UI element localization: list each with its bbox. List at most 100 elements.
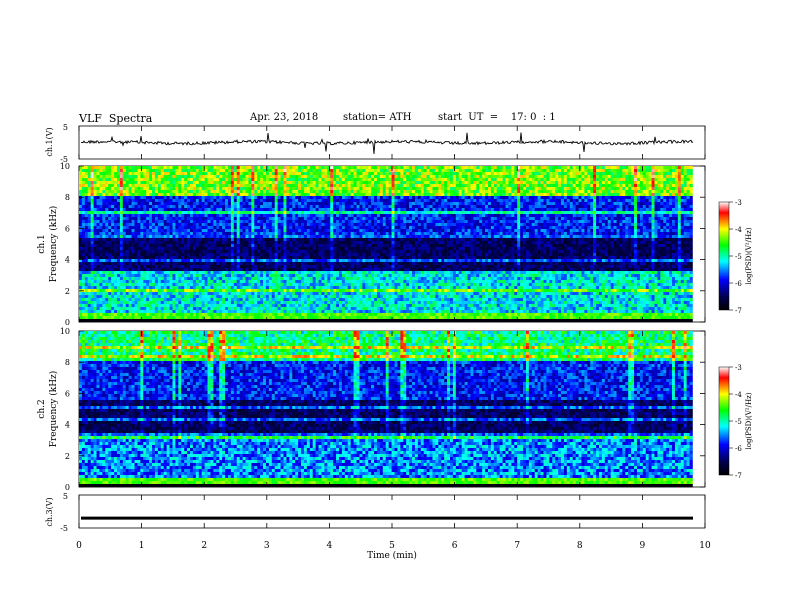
spectrogram-cell bbox=[129, 268, 132, 271]
spectrogram-cell bbox=[164, 226, 167, 229]
spectrogram-cell bbox=[187, 283, 190, 286]
spectrogram-cell bbox=[175, 298, 178, 301]
spectrogram-cell bbox=[240, 289, 243, 292]
spectrogram-cell bbox=[260, 205, 263, 208]
spectrogram-cell bbox=[99, 250, 102, 253]
spectrogram-cell bbox=[263, 319, 266, 322]
spectrogram-cell bbox=[178, 241, 181, 244]
spectrogram-cell bbox=[210, 274, 213, 277]
spectrogram-cell bbox=[108, 232, 111, 235]
spectrogram-cell bbox=[295, 316, 298, 319]
spectrogram-cell bbox=[321, 184, 324, 187]
spectrogram-cell bbox=[135, 214, 138, 217]
spectrogram-cell bbox=[298, 199, 301, 202]
spectrogram-cell bbox=[257, 277, 260, 280]
spectrogram-cell bbox=[289, 310, 292, 313]
spectrogram-cell bbox=[123, 220, 126, 223]
spectrogram-cell bbox=[283, 199, 286, 202]
spectrogram-cell bbox=[213, 298, 216, 301]
spectrogram-cell bbox=[219, 187, 222, 190]
spectrogram-cell bbox=[248, 232, 251, 235]
spectrogram-cell bbox=[304, 316, 307, 319]
spectrogram-cell bbox=[149, 235, 152, 238]
spectrogram-cell bbox=[272, 307, 275, 310]
spectrogram-cell bbox=[327, 178, 330, 181]
spectrogram-cell bbox=[161, 226, 164, 229]
spectrogram-cell bbox=[260, 235, 263, 238]
spectrogram-cell bbox=[257, 286, 260, 289]
spectrogram-cell bbox=[292, 283, 295, 286]
spectrogram-cell bbox=[269, 256, 272, 259]
spectrogram-cell bbox=[283, 316, 286, 319]
spectrogram-cell bbox=[319, 229, 322, 232]
spectrogram-cell bbox=[126, 205, 129, 208]
spectrogram-cell bbox=[146, 313, 149, 316]
spectrogram-cell bbox=[216, 265, 219, 268]
spectrogram-cell bbox=[143, 286, 146, 289]
spectrogram-cell bbox=[216, 193, 219, 196]
spectrogram-cell bbox=[286, 313, 289, 316]
spectrogram-cell bbox=[327, 172, 330, 175]
ch1-ylabel: ch.1(V) bbox=[45, 127, 54, 156]
spectrogram-cell bbox=[246, 289, 249, 292]
spectrogram-cell bbox=[269, 199, 272, 202]
spectrogram-cell bbox=[316, 310, 319, 313]
spectrogram-cell bbox=[152, 238, 155, 241]
spectrogram-cell bbox=[161, 223, 164, 226]
spectrogram-cell bbox=[91, 253, 94, 256]
spectrogram-cell bbox=[126, 229, 129, 232]
spectrogram-cell bbox=[257, 229, 260, 232]
spectrogram-cell bbox=[146, 169, 149, 172]
spectrogram-cell bbox=[137, 262, 140, 265]
spectrogram-cell bbox=[137, 304, 140, 307]
spectrogram-cell bbox=[184, 181, 187, 184]
spectrogram-cell bbox=[251, 172, 254, 175]
spectrogram-cell bbox=[187, 259, 190, 262]
spectrogram-cell bbox=[219, 175, 222, 178]
spectrogram-cell bbox=[205, 223, 208, 226]
spectrogram-cell bbox=[149, 286, 152, 289]
spectrogram-cell bbox=[199, 286, 202, 289]
spectrogram-cell bbox=[345, 205, 348, 208]
spectrogram-cell bbox=[228, 298, 231, 301]
spectrogram-cell bbox=[123, 292, 126, 295]
spectrogram-cell bbox=[202, 181, 205, 184]
spectrogram-cell bbox=[260, 292, 263, 295]
spectrogram-cell bbox=[88, 265, 91, 268]
spectrogram-cell bbox=[102, 271, 105, 274]
spectrogram-cell bbox=[301, 214, 304, 217]
spectrogram-cell bbox=[269, 247, 272, 250]
spectrogram-cell bbox=[167, 316, 170, 319]
spectrogram-cell bbox=[208, 247, 211, 250]
spectrogram-cell bbox=[231, 220, 234, 223]
spectrogram-cell bbox=[275, 253, 278, 256]
spectrogram-cell bbox=[196, 262, 199, 265]
spectrogram-cell bbox=[117, 208, 120, 211]
spectrogram-cell bbox=[94, 214, 97, 217]
spectrogram-cell bbox=[219, 229, 222, 232]
spectrogram-cell bbox=[196, 205, 199, 208]
spectrogram-cell bbox=[181, 196, 184, 199]
spectrogram-cell bbox=[324, 286, 327, 289]
spectrogram-cell bbox=[172, 193, 175, 196]
spectrogram-cell bbox=[99, 241, 102, 244]
spectrogram-cell bbox=[164, 181, 167, 184]
spectrogram-cell bbox=[99, 319, 102, 322]
spectrogram-cell bbox=[316, 256, 319, 259]
spectrogram-cell bbox=[208, 298, 211, 301]
spectrogram-cell bbox=[193, 262, 196, 265]
spectrogram-cell bbox=[82, 313, 85, 316]
spectrogram-cell bbox=[132, 265, 135, 268]
spectrogram-cell bbox=[324, 310, 327, 313]
spectrogram-cell bbox=[266, 271, 269, 274]
spectrogram-cell bbox=[304, 310, 307, 313]
spectrogram-cell bbox=[348, 304, 351, 307]
spectrogram-cell bbox=[286, 196, 289, 199]
spectrogram-cell bbox=[193, 181, 196, 184]
spectrogram-cell bbox=[137, 211, 140, 214]
spectrogram-cell bbox=[216, 199, 219, 202]
spectrogram-cell bbox=[260, 241, 263, 244]
spectrogram-cell bbox=[167, 196, 170, 199]
spectrogram-cell bbox=[79, 271, 82, 274]
spectrogram-cell bbox=[275, 214, 278, 217]
